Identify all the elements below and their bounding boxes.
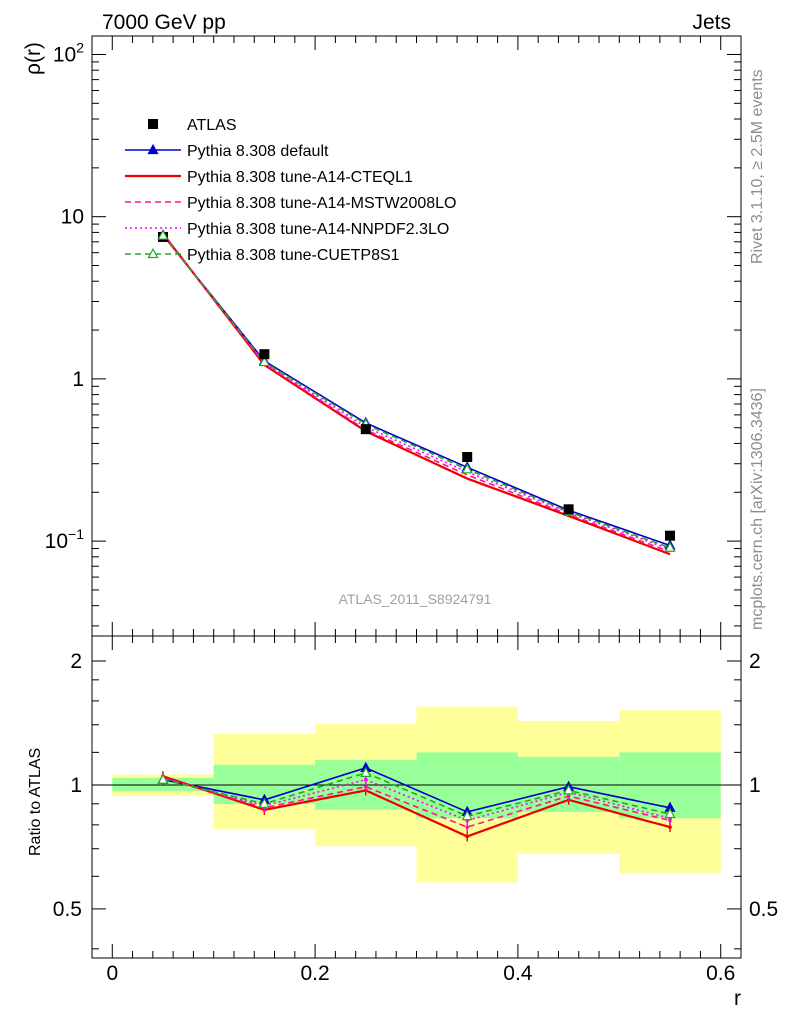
mcplots-label: mcplots.cern.ch [arXiv:1306.3436] bbox=[749, 388, 766, 630]
atlas-data-point bbox=[259, 349, 270, 360]
x-axis-label: r bbox=[734, 987, 741, 1010]
atlas-data-point bbox=[563, 504, 574, 515]
analysis-watermark: ATLAS_2011_S8924791 bbox=[339, 591, 492, 607]
x-tick-label: 0.4 bbox=[503, 962, 533, 985]
ratio-y-tick-label-right: 0.5 bbox=[749, 898, 778, 921]
ratio-series-point-1 bbox=[668, 825, 672, 829]
main-series-marker-4 bbox=[258, 355, 270, 367]
legend-label-4: Pythia 8.308 tune-CUETP8S1 bbox=[187, 247, 400, 264]
ratio-series-point-1 bbox=[465, 834, 470, 839]
atlas-data-point bbox=[462, 451, 473, 462]
ratio-series-line-2 bbox=[162, 777, 671, 828]
ratio-series-marker-4 bbox=[360, 766, 372, 777]
main-series-line-4 bbox=[162, 235, 671, 549]
ratio-series-line-3 bbox=[162, 777, 671, 822]
legend: ATLAS Pythia 8.308 default Pythia 8.308 tu… bbox=[125, 117, 456, 264]
ratio-y-tick-label-left: 2 bbox=[70, 650, 82, 673]
atlas-data-point bbox=[665, 530, 676, 541]
legend-label-2: Pythia 8.308 tune-A14-MSTW2008LO bbox=[187, 195, 456, 212]
x-tick-label: 0.2 bbox=[300, 962, 329, 985]
atlas-data-point bbox=[360, 424, 371, 435]
legend-label-1: Pythia 8.308 tune-A14-CTEQL1 bbox=[187, 169, 413, 186]
ratio-y-axis-label: Ratio to ATLAS bbox=[27, 748, 44, 856]
header-right: Jets bbox=[692, 11, 731, 34]
legend-marker-0 bbox=[147, 143, 159, 155]
ratio-series-marker-4 bbox=[258, 797, 270, 808]
legend-label-0: Pythia 8.308 default bbox=[187, 143, 329, 160]
legend-atlas-marker bbox=[148, 119, 158, 129]
header-left: 7000 GeV pp bbox=[102, 11, 226, 34]
main-series-line-2 bbox=[162, 233, 671, 553]
ratio-y-tick-label-left: 0.5 bbox=[53, 898, 82, 921]
ratio-y-tick-label-right: 1 bbox=[749, 774, 761, 797]
legend-marker-4 bbox=[147, 247, 159, 259]
ratio-series-line-1 bbox=[162, 775, 671, 838]
axis-ticks: 0 0.2 0.4 0.6 10−1 1 10 102 0.5 0.5 1 1 2 2 bbox=[45, 36, 778, 985]
ratio-series-line-0 bbox=[162, 767, 671, 813]
ratio-series-line-4 bbox=[162, 772, 671, 817]
main-series-marker-top-4 bbox=[157, 229, 169, 240]
main-series-marker-4 bbox=[664, 541, 676, 552]
ratio-series-marker-4 bbox=[157, 773, 169, 784]
ratio-y-tick-label-left: 1 bbox=[70, 774, 82, 797]
main-y-tick-label: 10−1 bbox=[45, 526, 85, 553]
main-y-axis-label: ρ(r) bbox=[22, 42, 45, 75]
x-tick-label: 0 bbox=[106, 962, 118, 985]
main-series-marker-4 bbox=[461, 463, 473, 474]
ratio-plot-series bbox=[157, 761, 676, 842]
main-series-line-1 bbox=[162, 233, 671, 556]
ratio-series-marker-4 bbox=[664, 807, 676, 819]
main-y-tick-label: 10 bbox=[61, 206, 84, 229]
ratio-series-point-2 bbox=[363, 784, 368, 789]
main-y-tick-label: 102 bbox=[53, 39, 84, 66]
x-tick-label: 0.6 bbox=[706, 962, 735, 985]
main-y-tick-label: 1 bbox=[72, 368, 84, 391]
atlas-data-points bbox=[157, 229, 676, 541]
ratio-y-tick-label-right: 2 bbox=[749, 650, 761, 673]
ratio-series-marker-4 bbox=[461, 809, 473, 821]
legend-label-3: Pythia 8.308 tune-A14-NNPDF2.3LO bbox=[187, 221, 449, 238]
ratio-series-point-3 bbox=[363, 777, 368, 782]
rivet-label: Rivet 3.1.10, ≥ 2.5M events bbox=[749, 69, 766, 264]
ratio-series-point-2 bbox=[465, 825, 470, 829]
legend-atlas-label: ATLAS bbox=[187, 117, 237, 134]
ratio-series-marker-4 bbox=[563, 784, 575, 795]
